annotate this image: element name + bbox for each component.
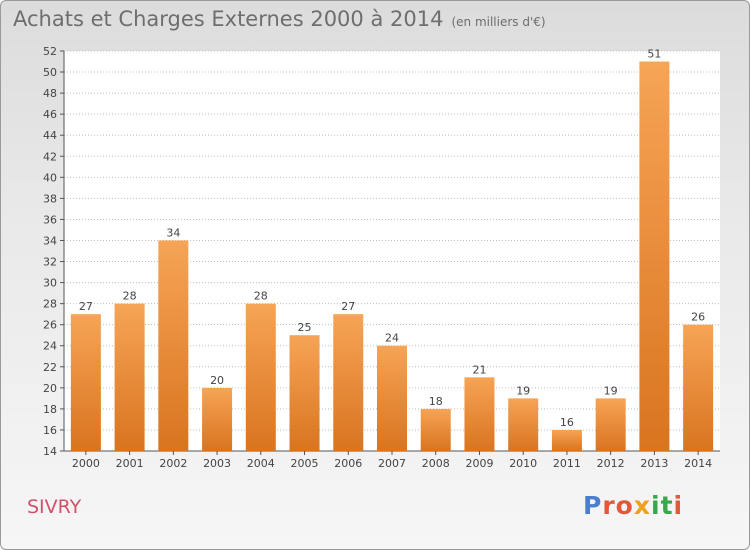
data-label: 34 (166, 226, 180, 239)
data-label: 18 (429, 395, 443, 408)
y-tick-label: 30 (43, 277, 57, 290)
x-tick-label: 2001 (116, 457, 144, 470)
logo-letter: x (633, 491, 651, 520)
x-tick-label: 2007 (378, 457, 406, 470)
x-tick-label: 2005 (291, 457, 319, 470)
x-tick-label: 2003 (203, 457, 231, 470)
bar (114, 303, 145, 451)
y-tick-label: 28 (43, 298, 57, 311)
x-tick-label: 2013 (640, 457, 668, 470)
logo-letter: o (615, 491, 634, 520)
data-label: 20 (210, 374, 224, 387)
logo-letter: t (660, 491, 674, 520)
bar (377, 345, 407, 451)
x-tick-label: 2000 (72, 457, 100, 470)
bar (245, 303, 276, 451)
y-tick-label: 24 (43, 340, 57, 353)
y-tick-label: 18 (43, 403, 57, 416)
x-tick-label: 2004 (247, 457, 275, 470)
y-tick-label: 32 (43, 256, 57, 269)
data-label: 27 (341, 300, 355, 313)
y-tick-label: 34 (43, 234, 57, 247)
logo-letter: i (651, 491, 661, 520)
bar (683, 324, 714, 451)
y-tick-label: 48 (43, 87, 57, 100)
y-tick-label: 38 (43, 192, 57, 205)
bar (289, 335, 320, 451)
y-tick-label: 26 (43, 319, 57, 332)
logo-letter: P (583, 491, 603, 520)
data-label: 19 (604, 384, 618, 397)
y-tick-label: 46 (43, 108, 57, 121)
y-tick-label: 52 (43, 45, 57, 58)
y-tick-label: 50 (43, 66, 57, 79)
data-label: 27 (79, 300, 93, 313)
logo-letter: r (602, 491, 616, 520)
data-label: 16 (560, 416, 574, 429)
data-label: 51 (647, 48, 661, 61)
chart-title: Achats et Charges Externes 2000 à 2014 (e… (13, 7, 546, 31)
bar (202, 387, 233, 451)
bar (70, 314, 101, 451)
x-tick-label: 2012 (597, 457, 625, 470)
data-label: 28 (123, 290, 137, 303)
place-name: SIVRY (27, 496, 82, 518)
bar (158, 240, 189, 451)
y-tick-label: 40 (43, 171, 57, 184)
data-label: 21 (472, 363, 486, 376)
x-tick-label: 2011 (553, 457, 581, 470)
bar (464, 377, 495, 451)
x-tick-label: 2006 (334, 457, 362, 470)
x-tick-label: 2009 (465, 457, 493, 470)
bar (595, 398, 626, 451)
data-label: 25 (298, 321, 312, 334)
data-label: 24 (385, 332, 399, 345)
x-tick-label: 2008 (422, 457, 450, 470)
data-label: 19 (516, 384, 530, 397)
data-label: 28 (254, 290, 268, 303)
chart-title-text: Achats et Charges Externes 2000 à 2014 (13, 7, 444, 31)
proxiti-logo: Proxiti (583, 491, 683, 520)
bar (639, 61, 670, 452)
bar (551, 429, 582, 451)
x-tick-label: 2002 (159, 457, 187, 470)
x-tick-label: 2014 (684, 457, 712, 470)
data-label: 26 (691, 311, 705, 324)
y-tick-label: 16 (43, 424, 57, 437)
x-tick-label: 2010 (509, 457, 537, 470)
chart-subtitle: (en milliers d'€) (451, 15, 546, 29)
y-tick-label: 22 (43, 361, 57, 374)
bar (420, 408, 451, 451)
logo-letter: i (673, 491, 684, 520)
y-tick-label: 20 (43, 382, 57, 395)
bar (508, 398, 539, 451)
y-tick-label: 44 (43, 129, 57, 142)
bar (333, 314, 364, 451)
y-tick-label: 14 (43, 445, 57, 458)
y-tick-label: 42 (43, 150, 57, 163)
y-tick-label: 36 (43, 213, 57, 226)
